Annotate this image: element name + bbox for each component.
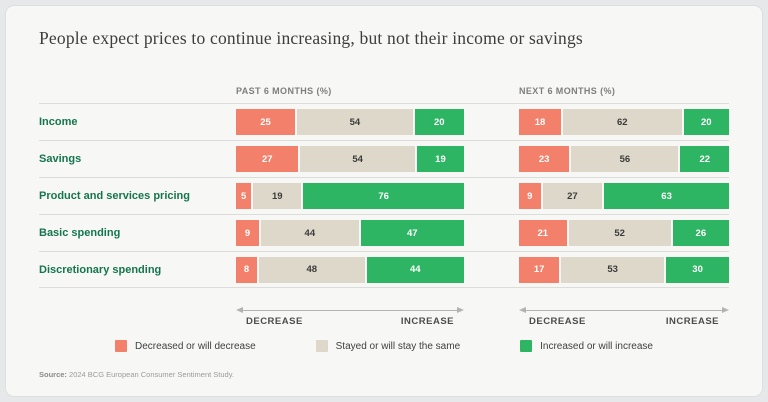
bar-segment-increase: 47 xyxy=(360,220,464,246)
row-label: Basic spending xyxy=(39,227,121,239)
legend-item: Decreased or will decrease xyxy=(115,340,256,352)
chart-title: People expect prices to continue increas… xyxy=(39,28,583,48)
bar-segment-same: 48 xyxy=(259,256,365,283)
next-bar: 21 52 26 xyxy=(519,220,729,246)
legend-swatch-icon xyxy=(315,340,328,352)
axis-row: DECREASE INCREASE DECREASE INCREASE xyxy=(39,302,729,327)
bar-segment-decrease: 27 xyxy=(236,146,299,172)
legend-label: Stayed or will stay the same xyxy=(335,340,461,352)
past-6-months-header: PAST 6 MONTHS (%) xyxy=(236,86,332,96)
next-bar: 9 27 63 xyxy=(519,183,729,209)
bar-segment-same: 44 xyxy=(261,220,359,246)
chart-rows: Income 25 54 20 18 62 20 Savings 27 54 19 23 56… xyxy=(39,103,730,288)
legend-label: Decreased or will decrease xyxy=(135,340,256,352)
bar-segment-increase: 19 xyxy=(416,146,464,172)
legend-swatch-icon xyxy=(520,340,533,352)
next-bar: 17 53 30 xyxy=(519,256,729,283)
bar-segment-same: 56 xyxy=(571,146,679,172)
bar-segment-same: 27 xyxy=(542,183,603,209)
past-bar: 27 54 19 xyxy=(236,146,464,172)
column-headers: PAST 6 MONTHS (%) NEXT 6 MONTHS (%) xyxy=(39,86,729,96)
bar-segment-same: 53 xyxy=(561,256,665,283)
bar-segment-same: 54 xyxy=(300,146,415,172)
bar-segment-increase: 20 xyxy=(414,109,464,135)
bar-segment-decrease: 8 xyxy=(236,256,258,283)
bar-segment-increase: 63 xyxy=(604,183,729,209)
source-note: Source: 2024 BCG European Consumer Senti… xyxy=(39,370,234,379)
next-bar: 23 56 22 xyxy=(519,146,729,172)
past-bar: 5 19 76 xyxy=(236,183,464,209)
row-label: Income xyxy=(39,116,78,128)
bar-segment-same: 19 xyxy=(253,183,302,209)
next-axis: DECREASE INCREASE xyxy=(519,302,729,327)
bar-segment-same: 62 xyxy=(562,109,682,135)
row-label: Product and services pricing xyxy=(39,190,190,202)
row-label: Savings xyxy=(39,153,82,165)
chart-row: Discretionary spending 8 48 44 17 53 30 xyxy=(39,251,729,288)
legend-item: Stayed or will stay the same xyxy=(315,340,461,352)
bar-segment-increase: 20 xyxy=(683,109,730,135)
past-bar: 8 48 44 xyxy=(236,256,464,283)
past-bar: 25 54 20 xyxy=(236,109,464,135)
past-axis: DECREASE INCREASE xyxy=(236,302,464,327)
chart-row: Savings 27 54 19 23 56 22 xyxy=(39,140,729,177)
double-arrow-icon xyxy=(236,306,464,313)
bar-segment-decrease: 23 xyxy=(519,146,570,172)
bar-segment-decrease: 25 xyxy=(236,109,296,135)
source-label: Source: xyxy=(39,370,67,379)
increase-axis-label: INCREASE xyxy=(400,316,454,327)
chart-row: Basic spending 9 44 47 21 52 26 xyxy=(39,214,729,251)
bar-segment-decrease: 9 xyxy=(519,183,541,209)
source-text: 2024 BCG European Consumer Sentiment Stu… xyxy=(69,370,234,379)
bar-segment-decrease: 9 xyxy=(236,220,260,246)
past-bar: 9 44 47 xyxy=(236,220,464,246)
legend-label: Increased or will increase xyxy=(540,340,653,352)
bar-segment-decrease: 17 xyxy=(519,256,560,283)
bar-segment-decrease: 18 xyxy=(519,109,561,135)
bar-segment-increase: 76 xyxy=(303,183,464,209)
next-bar: 18 62 20 xyxy=(519,109,730,135)
bar-segment-increase: 30 xyxy=(666,256,729,283)
bar-segment-increase: 22 xyxy=(680,146,729,172)
row-label: Discretionary spending xyxy=(39,263,162,276)
legend: Decreased or will decrease Stayed or will… xyxy=(39,340,729,352)
decrease-axis-label: DECREASE xyxy=(246,316,303,327)
decrease-axis-label: DECREASE xyxy=(529,316,586,327)
double-arrow-icon xyxy=(519,306,729,313)
chart-row: Product and services pricing 5 19 76 9 27 63 xyxy=(39,177,729,214)
legend-swatch-icon xyxy=(115,340,128,352)
chart-row: Income 25 54 20 18 62 20 xyxy=(39,103,730,140)
bar-segment-increase: 44 xyxy=(366,256,464,283)
chart-content: People expect prices to continue increas… xyxy=(39,6,730,396)
next-6-months-header: NEXT 6 MONTHS (%) xyxy=(519,86,616,96)
chart-card: People expect prices to continue increas… xyxy=(6,6,762,396)
bar-segment-decrease: 21 xyxy=(519,220,567,246)
bar-segment-same: 54 xyxy=(297,109,413,135)
increase-axis-label: INCREASE xyxy=(665,316,719,327)
legend-item: Increased or will increase xyxy=(520,340,653,352)
bar-segment-same: 52 xyxy=(568,220,671,246)
bar-segment-increase: 26 xyxy=(672,220,729,246)
bar-segment-decrease: 5 xyxy=(236,183,252,209)
